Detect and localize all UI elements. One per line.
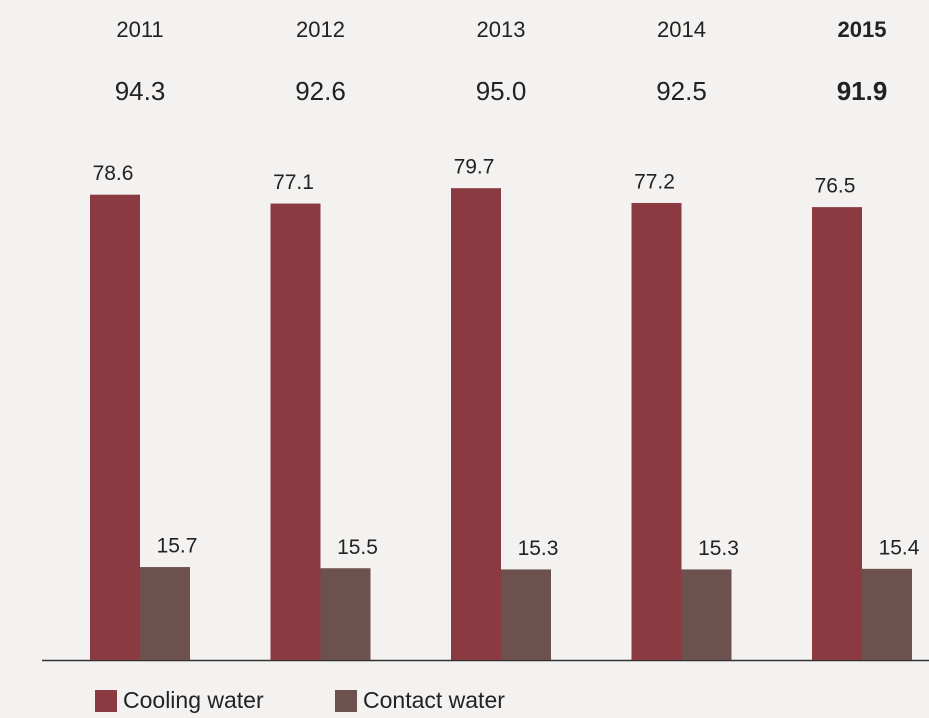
value-label: 76.5 bbox=[815, 175, 856, 198]
year-label: 2014 bbox=[657, 17, 706, 42]
total-label: 92.6 bbox=[295, 76, 346, 106]
bar bbox=[631, 202, 682, 660]
value-label: 79.7 bbox=[454, 156, 495, 179]
bar bbox=[320, 568, 371, 660]
value-label: 15.7 bbox=[157, 535, 198, 558]
bar bbox=[270, 203, 321, 660]
bar bbox=[501, 569, 551, 660]
value-label: 15.3 bbox=[698, 537, 739, 560]
legend-label: Contact water bbox=[363, 687, 505, 713]
year-label: 2013 bbox=[477, 17, 526, 42]
bar bbox=[451, 188, 501, 660]
value-label: 15.4 bbox=[879, 536, 920, 559]
bar bbox=[681, 569, 732, 660]
total-label: 91.9 bbox=[837, 76, 888, 106]
value-label: 15.5 bbox=[337, 536, 378, 559]
total-label: 94.3 bbox=[115, 76, 166, 106]
total-label: 92.5 bbox=[656, 76, 707, 106]
value-label: 78.6 bbox=[93, 162, 134, 185]
bar bbox=[862, 568, 912, 660]
value-label: 77.1 bbox=[273, 171, 314, 194]
bar bbox=[812, 207, 862, 660]
bar bbox=[90, 194, 140, 661]
year-label: 2011 bbox=[116, 17, 163, 42]
year-label: 2012 bbox=[296, 17, 345, 42]
value-label: 15.3 bbox=[518, 537, 559, 560]
year-label: 2015 bbox=[838, 17, 887, 42]
legend-swatch bbox=[95, 690, 117, 712]
bar bbox=[140, 567, 190, 660]
legend-label: Cooling water bbox=[123, 687, 264, 713]
legend-swatch bbox=[335, 690, 357, 712]
value-label: 77.2 bbox=[634, 171, 675, 194]
total-label: 95.0 bbox=[476, 76, 527, 106]
